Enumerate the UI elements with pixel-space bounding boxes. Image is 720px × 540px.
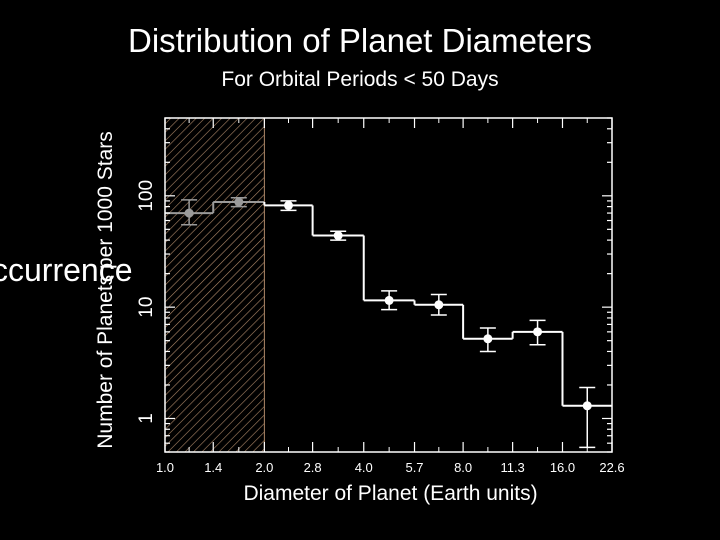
y-tick-label-2: 100 <box>136 180 157 212</box>
x-tick-label-0: 1.0 <box>156 460 174 475</box>
hatched-excluded-region <box>164 117 265 453</box>
data-point-0 <box>184 208 194 218</box>
plot-frame <box>164 117 613 453</box>
x-tick-label-8: 16.0 <box>550 460 575 475</box>
slide-title: Distribution of Planet Diameters <box>127 22 593 59</box>
data-point-7 <box>533 327 543 337</box>
data-point-1 <box>234 197 244 207</box>
slide-subtitle: For Orbital Periods < 50 Days <box>221 68 499 91</box>
x-tick-label-6: 8.0 <box>454 460 472 475</box>
data-point-4 <box>384 295 394 305</box>
x-tick-label-3: 2.8 <box>304 460 322 475</box>
y-axis-title: Number of Planets per 1000 Stars <box>94 131 117 449</box>
x-tick-label-2: 2.0 <box>255 460 273 475</box>
data-point-6 <box>483 334 493 344</box>
data-point-5 <box>434 300 444 310</box>
y-tick-label-1: 10 <box>136 297 157 318</box>
data-point-2 <box>283 200 293 210</box>
x-tick-label-1: 1.4 <box>204 460 222 475</box>
x-tick-label-4: 4.0 <box>355 460 373 475</box>
data-point-3 <box>333 231 343 241</box>
y-tick-label-0: 1 <box>136 413 157 424</box>
x-tick-label-5: 5.7 <box>405 460 423 475</box>
x-axis-title: Diameter of Planet (Earth units) <box>243 482 537 505</box>
data-point-8 <box>582 401 592 411</box>
occurrence-overlay-text: ccurrence <box>0 252 133 288</box>
x-tick-label-7: 11.3 <box>500 460 524 475</box>
x-tick-label-9: 22.6 <box>599 460 624 475</box>
